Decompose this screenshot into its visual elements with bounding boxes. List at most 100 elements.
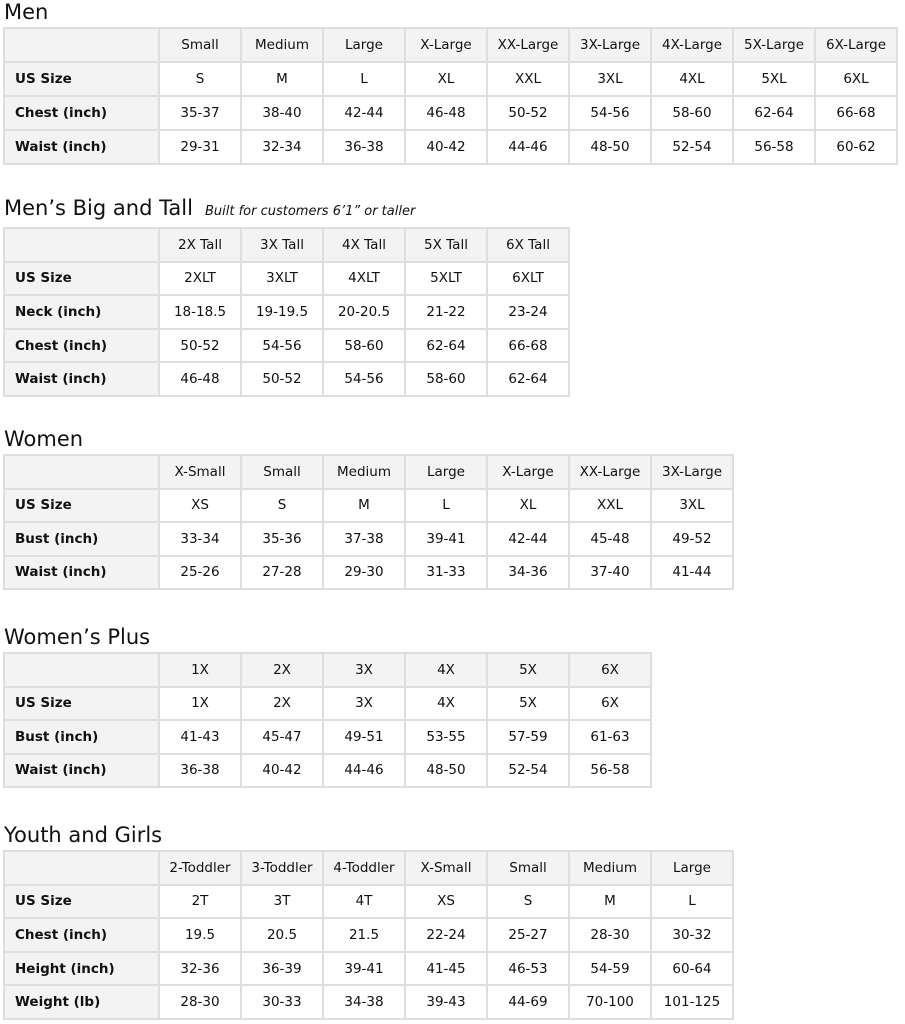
table-cell: 66-68 xyxy=(486,327,570,364)
table-cell: 56-58 xyxy=(732,129,816,165)
table-cell: 41-44 xyxy=(650,554,734,590)
table-cell: 39-41 xyxy=(322,950,406,987)
column-header: Medium xyxy=(240,27,324,63)
table-row: Waist (inch) 36-38 40-42 44-46 48-50 52-54 56-… xyxy=(3,752,652,788)
table-cell: 3T xyxy=(240,883,324,920)
table-cell: 50-52 xyxy=(158,327,242,364)
table-cell: 2T xyxy=(158,883,242,920)
table-cell: XL xyxy=(404,61,488,97)
table-cell: 32-36 xyxy=(158,950,242,987)
size-table: X-Small Small Medium Large X-Large XX-Large 3X… xyxy=(3,454,734,590)
table-cell: 23-24 xyxy=(486,294,570,330)
table-cell: 48-50 xyxy=(404,752,488,788)
column-header: 4-Toddler xyxy=(322,850,406,886)
table-cell: 3XL xyxy=(568,61,652,97)
section-title: Women xyxy=(4,427,734,451)
table-cell: 35-37 xyxy=(158,95,242,131)
table-cell: 20.5 xyxy=(240,917,324,953)
table-row: Chest (inch) 35-37 38-40 42-44 46-48 50-52 54-… xyxy=(3,95,898,131)
table-cell: 36-38 xyxy=(158,752,242,788)
table-cell: 50-52 xyxy=(240,361,324,397)
table-cell: 4XL xyxy=(650,61,734,97)
column-header: 4X xyxy=(404,652,488,688)
row-label: US Size xyxy=(3,61,160,97)
table-cell: 25-27 xyxy=(486,917,570,953)
row-label: Waist (inch) xyxy=(3,361,160,397)
table-cell: 6X xyxy=(568,685,652,721)
table-cell: 58-60 xyxy=(650,95,734,131)
table-cell: 41-43 xyxy=(158,719,242,755)
table-cell: 34-36 xyxy=(486,554,570,590)
table-row: US Size 2T 3T 4T XS S M L xyxy=(3,883,734,920)
section-title: Women’s Plus xyxy=(4,625,652,649)
column-header: XX-Large xyxy=(486,27,570,63)
table-header-row: 2-Toddler 3-Toddler 4-Toddler X-Small Small M… xyxy=(3,850,734,886)
table-cell: 57-59 xyxy=(486,719,570,755)
table-cell: 6XLT xyxy=(486,260,570,297)
table-cell: 39-43 xyxy=(404,984,488,1020)
section-title-text: Men’s Big and Tall xyxy=(4,196,193,220)
column-header: Small xyxy=(240,454,324,490)
table-cell: 29-30 xyxy=(322,554,406,590)
table-cell: 40-42 xyxy=(404,129,488,165)
section-womens-plus: Women’s Plus 1X 2X 3X 4X 5X 6X US Size 1X 2X 3X 4X 5… xyxy=(0,625,652,788)
table-cell: 42-44 xyxy=(322,95,406,131)
table-row: US Size 1X 2X 3X 4X 5X 6X xyxy=(3,685,652,721)
table-cell: XS xyxy=(158,487,242,523)
table-cell: 36-39 xyxy=(240,950,324,987)
column-header: 2-Toddler xyxy=(158,850,242,886)
table-cell: 50-52 xyxy=(486,95,570,131)
table-cell: 3XLT xyxy=(240,260,324,297)
column-header: Small xyxy=(486,850,570,886)
row-label: US Size xyxy=(3,685,160,721)
table-cell: 2XLT xyxy=(158,260,242,297)
row-label: Waist (inch) xyxy=(3,129,160,165)
table-cell: S xyxy=(240,487,324,523)
table-cell: 4T xyxy=(322,883,406,920)
column-header: 4X-Large xyxy=(650,27,734,63)
table-cell: 46-48 xyxy=(404,95,488,131)
row-label: Bust (inch) xyxy=(3,719,160,755)
table-header-row: 2X Tall 3X Tall 4X Tall 5X Tall 6X Tall xyxy=(3,227,570,263)
column-header: 3-Toddler xyxy=(240,850,324,886)
row-label: US Size xyxy=(3,883,160,920)
corner-cell xyxy=(3,227,160,263)
column-header: 6X-Large xyxy=(814,27,898,63)
table-cell: 54-56 xyxy=(322,361,406,397)
table-cell: 54-59 xyxy=(568,950,652,987)
row-label: Chest (inch) xyxy=(3,95,160,131)
size-table: 2X Tall 3X Tall 4X Tall 5X Tall 6X Tall US Si… xyxy=(3,227,570,397)
table-header-row: Small Medium Large X-Large XX-Large 3X-Large 4… xyxy=(3,27,898,63)
section-title: Men’s Big and Tall Built for customers 6’… xyxy=(4,196,570,224)
column-header: Large xyxy=(404,454,488,490)
table-cell: 28-30 xyxy=(158,984,242,1020)
table-cell: L xyxy=(650,883,734,920)
table-cell: 45-47 xyxy=(240,719,324,755)
column-header: 2X Tall xyxy=(158,227,242,263)
column-header: 4X Tall xyxy=(322,227,406,263)
table-header-row: X-Small Small Medium Large X-Large XX-Large 3X… xyxy=(3,454,734,490)
table-row: Bust (inch) 41-43 45-47 49-51 53-55 57-59 61-6… xyxy=(3,719,652,755)
column-header: 6X Tall xyxy=(486,227,570,263)
section-title: Youth and Girls xyxy=(4,823,734,847)
row-label: Chest (inch) xyxy=(3,327,160,364)
table-row: Bust (inch) 33-34 35-36 37-38 39-41 42-44 45-4… xyxy=(3,521,734,557)
table-cell: 42-44 xyxy=(486,521,570,557)
table-row: Height (inch) 32-36 36-39 39-41 41-45 46-53 54… xyxy=(3,950,734,987)
column-header: 1X xyxy=(158,652,242,688)
section-title-text: Youth and Girls xyxy=(4,823,163,847)
table-cell: 52-54 xyxy=(650,129,734,165)
table-cell: 45-48 xyxy=(568,521,652,557)
table-cell: 56-58 xyxy=(568,752,652,788)
corner-cell xyxy=(3,652,160,688)
table-cell: 49-52 xyxy=(650,521,734,557)
section-youth-and-girls: Youth and Girls 2-Toddler 3-Toddler 4-Toddl… xyxy=(0,823,734,1020)
table-cell: 21.5 xyxy=(322,917,406,953)
column-header: Small xyxy=(158,27,242,63)
section-women: Women X-Small Small Medium Large X-Large XX-La… xyxy=(0,427,734,590)
section-subtitle: Built for customers 6’1” or taller xyxy=(204,204,416,219)
table-cell: 27-28 xyxy=(240,554,324,590)
table-cell: 30-32 xyxy=(650,917,734,953)
section-mens-big-and-tall: Men’s Big and Tall Built for customers 6’… xyxy=(0,196,570,397)
section-title-text: Women’s Plus xyxy=(4,625,151,649)
